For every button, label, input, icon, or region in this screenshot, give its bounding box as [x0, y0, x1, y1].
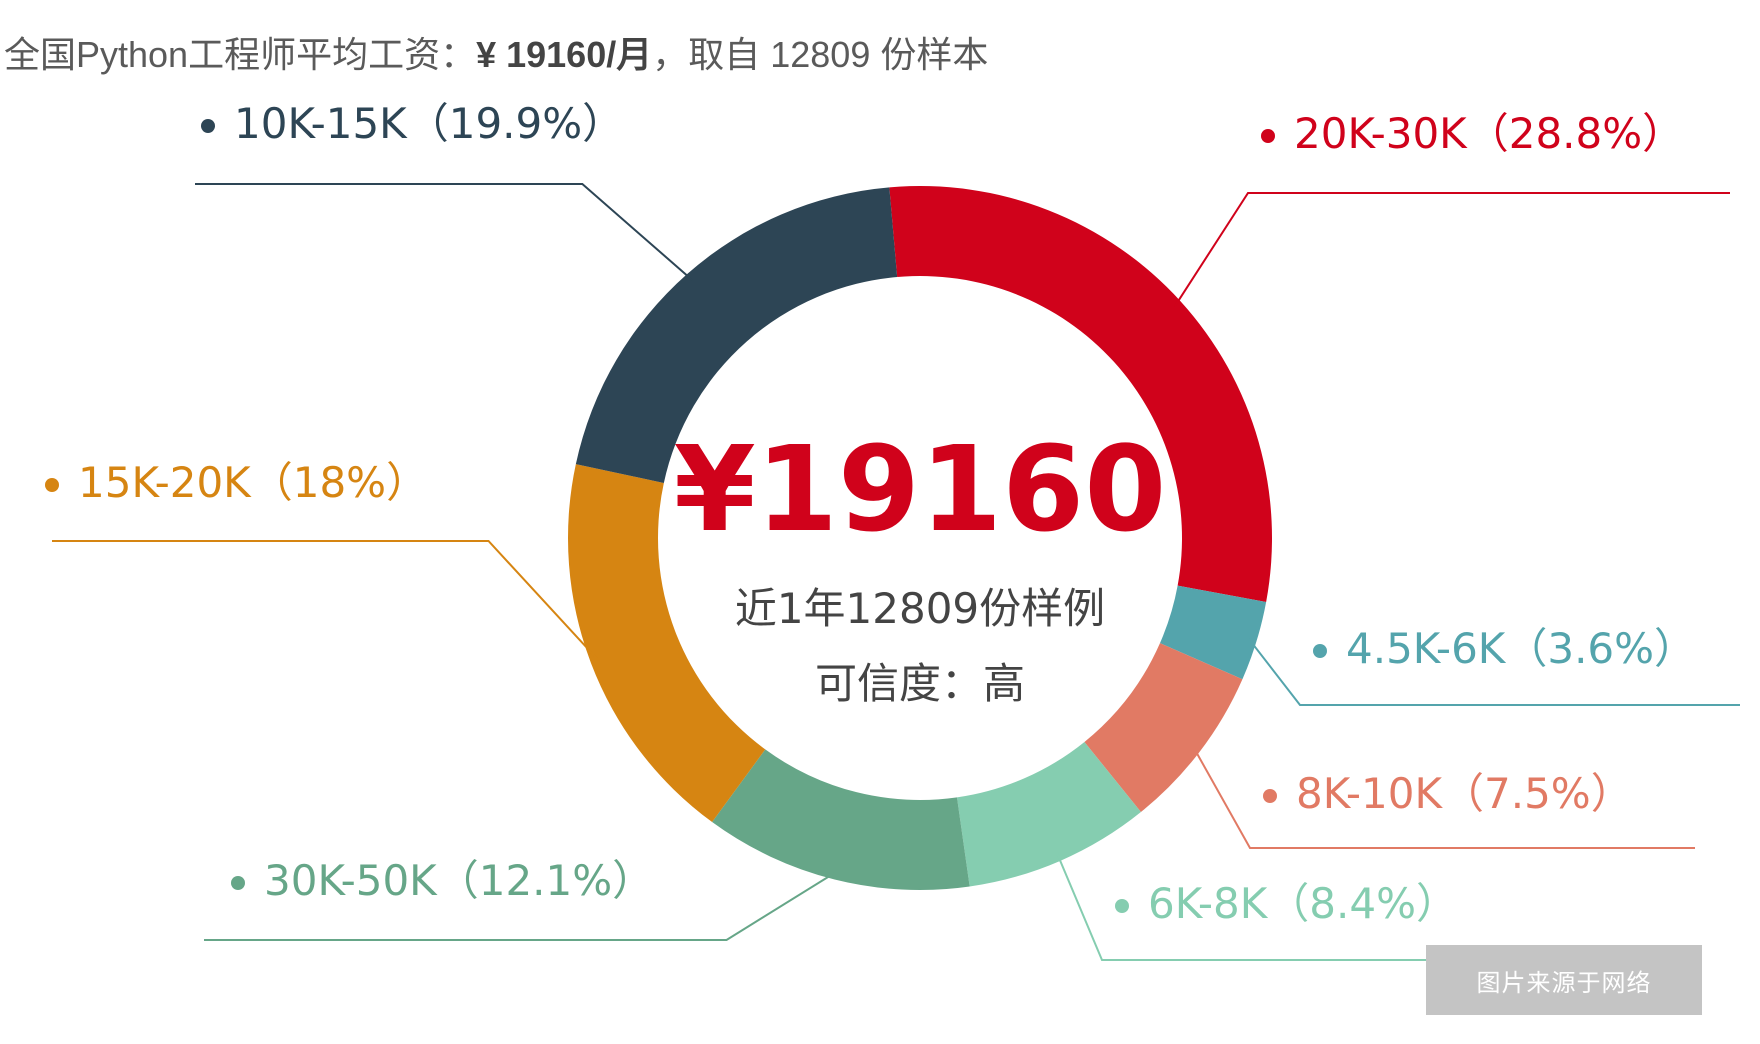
slice-30K-50K: [712, 749, 970, 891]
slice-10K-15K: [575, 187, 898, 483]
leader-line-8K-10K: [1192, 746, 1695, 849]
legend-dot-8K-10K: [1263, 789, 1277, 803]
legend-dot-4.5K-6K: [1313, 644, 1327, 658]
center-amount: ¥19160: [674, 420, 1167, 558]
slice-6K-8K: [956, 741, 1141, 887]
slice-8K-10K: [1084, 643, 1243, 813]
center-credibility: 可信度：高: [815, 659, 1025, 708]
leader-line-6K-8K: [1056, 853, 1575, 961]
slice-label-8K-10K: 8K-10K（7.5%）: [1296, 769, 1633, 818]
leader-line-10K-15K: [195, 183, 693, 281]
slice-15K-20K: [567, 464, 766, 823]
title-suffix: ，取自 12809 份样本: [652, 34, 989, 75]
slice-label-20K-30K: 20K-30K（28.8%）: [1294, 109, 1684, 158]
chart-title: 全国Python工程师平均工资：¥ 19160/月，取自 12809 份样本: [4, 26, 988, 78]
slice-20K-30K: [889, 186, 1272, 602]
legend-dot-10K-15K: [201, 119, 215, 133]
title-prefix: 全国Python工程师平均工资：: [4, 34, 477, 75]
leader-line-4.5K-6K: [1248, 638, 1740, 706]
title-average-value: ¥ 19160/月: [476, 34, 653, 75]
legend-dot-20K-30K: [1261, 129, 1275, 143]
leader-line-30K-50K: [204, 870, 838, 941]
slice-label-10K-15K: 10K-15K（19.9%）: [234, 99, 624, 148]
slice-label-6K-8K: 6K-8K（8.4%）: [1148, 879, 1458, 928]
leader-line-15K-20K: [52, 540, 600, 662]
leader-line-20K-30K: [1173, 192, 1730, 308]
slice-label-30K-50K: 30K-50K（12.1%）: [264, 856, 654, 905]
slice-4.5K-6K: [1159, 585, 1267, 680]
legend-dot-30K-50K: [231, 876, 245, 890]
legend-dot-15K-20K: [45, 478, 59, 492]
center-samples: 近1年12809份样例: [735, 584, 1105, 633]
slice-label-15K-20K: 15K-20K（18%）: [78, 458, 428, 507]
legend-dot-6K-8K: [1115, 899, 1129, 913]
slice-label-4.5K-6K: 4.5K-6K（3.6%）: [1346, 624, 1696, 673]
image-source-watermark: 图片来源于网络: [1426, 945, 1702, 1015]
